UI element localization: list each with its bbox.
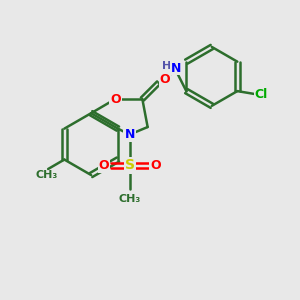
Text: O: O	[160, 74, 170, 86]
Text: N: N	[171, 61, 181, 75]
Text: CH₃: CH₃	[118, 194, 141, 204]
Text: CH₃: CH₃	[35, 170, 58, 181]
Text: O: O	[110, 93, 121, 106]
Text: S: S	[125, 158, 135, 172]
Text: H: H	[162, 61, 171, 71]
Text: Cl: Cl	[255, 88, 268, 100]
Text: O: O	[150, 159, 160, 172]
Text: O: O	[99, 159, 110, 172]
Text: N: N	[124, 128, 135, 141]
